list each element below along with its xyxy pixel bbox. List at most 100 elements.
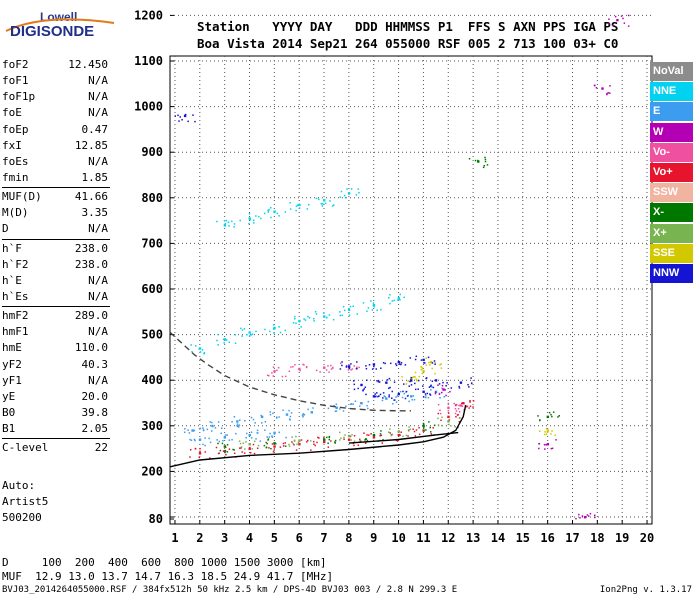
data-point [224,450,227,452]
data-point [255,215,257,217]
y-tick-label: 400 [141,373,163,387]
data-point [397,299,399,301]
data-point [268,208,270,211]
data-point [191,429,194,432]
data-point [372,395,376,398]
data-point [350,403,353,405]
data-point [550,447,553,450]
data-point [356,361,358,363]
data-point [575,517,577,520]
data-point [373,365,375,368]
data-point [331,205,334,207]
data-point [393,381,396,383]
data-point [268,436,271,438]
data-point [299,369,301,372]
data-point [454,426,457,428]
param-name: fxI [2,138,22,152]
data-point [408,426,410,428]
param-value: 1.85 [81,170,109,184]
data-point [263,212,266,215]
param-row: foEp 0.47 [2,122,108,138]
data-point [313,317,315,320]
data-point [350,369,352,371]
param-row: foF1 N/A [2,73,108,89]
data-point [401,376,403,378]
data-point [327,446,330,448]
data-point [246,333,248,336]
param-row: h`F 238.0 [2,241,108,257]
param-row: foE N/A [2,105,108,121]
param-row: MUF(D) 41.66 [2,189,108,205]
data-point [484,158,487,161]
data-point [346,188,348,190]
data-point [199,427,202,430]
param-name: foF2 [2,58,29,71]
param-name: yF2 [2,357,22,371]
y-tick-label: 800 [141,191,163,205]
data-point [226,451,229,453]
data-point [439,409,441,412]
data-point [332,204,335,206]
param-value: 41.66 [74,190,108,204]
data-point [403,296,405,299]
data-point [190,344,192,346]
data-point [289,201,291,204]
data-point [257,432,259,434]
data-point [258,215,260,218]
data-point [545,433,548,435]
data-point [606,92,608,95]
data-point [438,383,441,385]
data-point [429,393,431,395]
data-point [407,380,410,382]
data-point [273,370,276,373]
data-point [413,398,416,401]
data-point [217,344,219,346]
data-point [189,456,191,458]
data-point [468,158,471,160]
data-point [194,120,196,123]
data-point [390,434,393,436]
data-point [256,429,259,432]
x-tick-label: 3 [221,531,228,545]
data-point [288,418,291,420]
data-point [183,114,187,118]
x-tick-label: 10 [391,531,405,545]
data-point [273,433,276,435]
param-value: N/A [88,325,108,339]
data-point [321,203,324,205]
data-point [609,92,611,94]
data-point [282,445,285,447]
data-point [429,431,432,433]
data-point [209,421,212,423]
data-point [382,397,384,399]
data-point [392,402,394,405]
data-point [483,164,486,167]
y-tick-label: 500 [141,328,163,342]
data-point [447,420,450,423]
data-point [231,421,233,423]
data-point [321,205,324,207]
data-point [440,419,442,421]
data-point [329,200,331,202]
data-point [367,307,370,309]
auto-label: Auto: [2,479,36,492]
data-point [203,352,206,354]
data-point [578,513,580,516]
data-point [356,313,359,315]
data-point [192,114,194,116]
data-point [344,434,346,436]
data-point [216,220,218,223]
data-point [307,315,309,318]
data-point [372,302,375,304]
data-point [271,436,274,438]
data-point [272,324,275,326]
param-value: 39.8 [81,405,109,419]
data-point [456,414,459,416]
data-point [368,434,370,436]
data-point [469,401,471,403]
data-point [555,439,557,441]
data-point [430,389,432,391]
data-point [545,444,547,446]
x-tick-label: 11 [416,531,430,545]
data-point [244,419,246,422]
